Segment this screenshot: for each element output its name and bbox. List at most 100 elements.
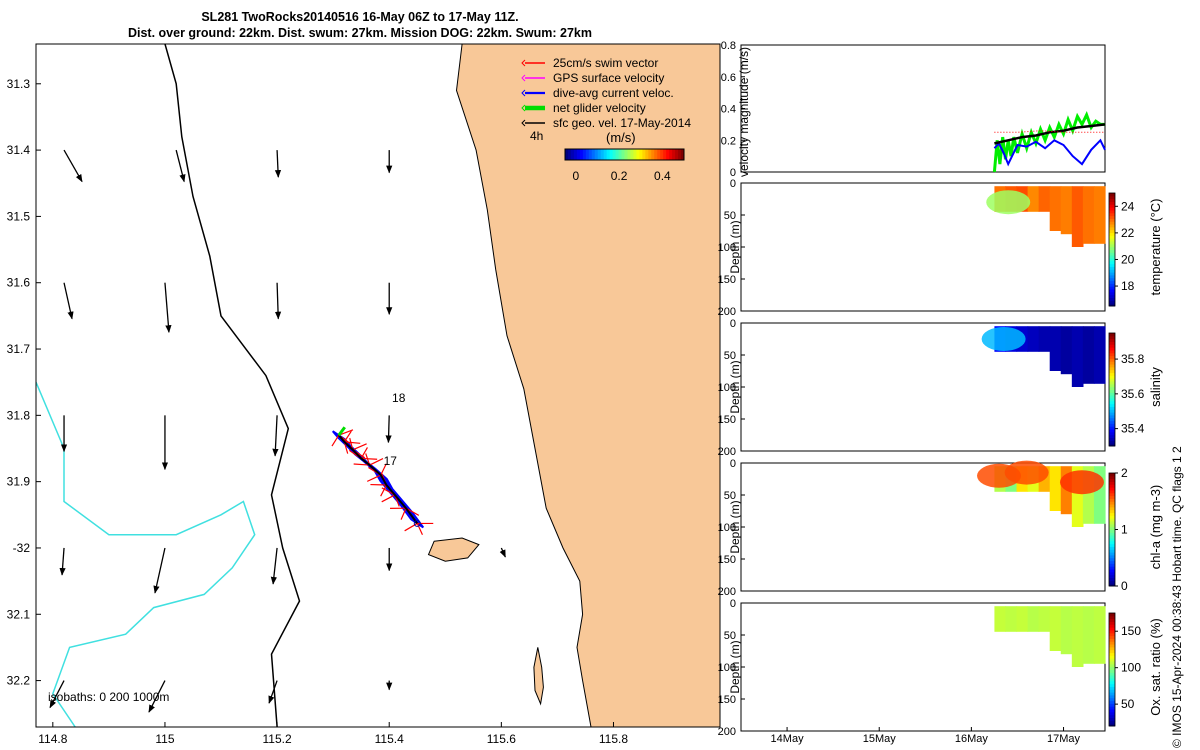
map-x-tick-label: 115 [155,732,174,746]
velocity-y-tick-label: 0.2 [721,135,736,147]
section-colorbar-cell [1109,529,1115,533]
map-y-tick-label: 32.2 [7,674,31,688]
swim-vector [369,457,384,466]
section-colorbar-cell [1109,364,1115,368]
colorbar-cell [582,149,587,160]
section-colorbar-cell [1109,249,1115,253]
colorbar-cell [567,149,572,160]
section-y-tick-label: 150 [718,274,736,286]
glider-track-line [338,434,419,524]
section-colorbar-cell [1109,195,1115,200]
geo-vector [274,282,282,320]
section-colorbar-cell [1109,409,1115,413]
swim-vector [353,463,370,466]
velocity-series-line [994,130,1105,133]
section-colorbar-cell [1109,523,1115,528]
map-x-tick-label: 115.4 [375,732,404,746]
section-cell [1038,326,1051,352]
section-colorbar-cell [1109,372,1115,376]
section-colorbar-cell [1109,697,1115,702]
section-cell [1016,606,1029,632]
section-colorbar-tick-label: 35.6 [1121,387,1145,401]
section-colorbar-cell [1109,512,1115,516]
colorbar-frame [564,148,685,161]
section-colorbar-cell [1109,406,1115,410]
colorbar-cell [618,149,623,160]
section-colorbar-cell [1109,506,1115,511]
map-x-tick-label: 114.8 [38,732,67,746]
section-colorbar-cell [1109,481,1115,485]
section-cell [1005,606,1018,632]
section-colorbar-cell [1109,400,1115,405]
map-y-tick-label: 31.4 [7,143,31,157]
geo-vector [268,680,278,704]
colorbar-cell [633,149,637,160]
section-y-tick-label: 100 [718,242,736,254]
section-colorbar-cell [1109,392,1115,396]
section-colorbar-cell [1109,723,1115,727]
legend-label: net glider velocity [553,101,646,115]
section-y-label: Depth (m) [728,640,742,693]
section-colorbar-cell [1109,700,1115,704]
section-colorbar-cell [1109,403,1115,407]
section-colorbar-cell [1109,540,1115,545]
section-colorbar-cell [1109,703,1115,707]
section-colorbar-cell [1109,375,1115,379]
section-colorbar-cell [1109,680,1115,685]
section-colorbar-cell [1109,720,1115,724]
section-colorbar-cell [1109,711,1115,716]
map-y-tick-label: 31.8 [7,408,31,422]
section-colorbar-cell [1109,361,1115,365]
section-colorbar-cell [1109,381,1115,385]
map-y-tick-label: 31.9 [7,475,31,489]
section-cell [1027,186,1040,212]
section-colorbar-cell [1109,335,1115,340]
section-colorbar-cell [1109,487,1115,491]
section-cell [1027,326,1040,352]
section-y-tick-label: 100 [718,382,736,394]
section-colorbar-cell [1109,672,1115,676]
section-colorbar-frame [1108,612,1116,727]
section-cell [1049,466,1062,511]
section-colorbar-cell [1109,675,1115,679]
colorbar-cell [666,149,670,160]
section-colorbar-cell [1109,535,1115,539]
section-colorbar-cell [1109,229,1115,234]
island-garden [533,647,544,706]
section-cell [1093,466,1106,524]
section-colorbar-tick-label: 20 [1121,252,1135,266]
section-patch [1059,470,1104,495]
section-colorbar-cell [1109,473,1115,477]
section-colorbar-cell [1109,286,1115,290]
section-colorbar-cell [1109,341,1115,345]
section-colorbar-cell [1109,260,1115,265]
swim-vector [416,523,424,536]
section-colorbar-label: temperature (°C) [1148,199,1163,296]
section-y-tick-label: 150 [718,414,736,426]
section-colorbar-cell [1109,706,1115,710]
section-cell [1093,606,1106,664]
section-patch [1004,460,1049,485]
section-colorbar-cell [1109,417,1115,422]
velocity-y-tick-label: 0.8 [721,40,736,52]
colorbar-cell [573,149,578,160]
map-x-tick-label: 115.6 [487,732,516,746]
section-colorbar-cell [1109,423,1115,427]
section-colorbar-cell [1109,632,1115,637]
date-x-tick-label: 15May [863,733,897,745]
geo-vector [385,415,392,444]
net-velocity-mark [337,426,346,437]
velocity-y-tick-label: 0 [730,167,736,179]
colorbar-cell [669,149,673,160]
geo-vector [59,547,66,576]
section-colorbar-cell [1109,386,1115,390]
section-cell [1093,186,1106,244]
map-content [36,44,720,727]
section-y-tick-label: 150 [718,554,736,566]
section-colorbar-cell [1109,366,1115,371]
section-colorbar-cell [1109,714,1115,719]
section-colorbar-cell [1109,694,1115,699]
section-colorbar-cell [1109,526,1115,530]
isobath-200m [164,44,301,727]
section-cell [1082,326,1095,384]
